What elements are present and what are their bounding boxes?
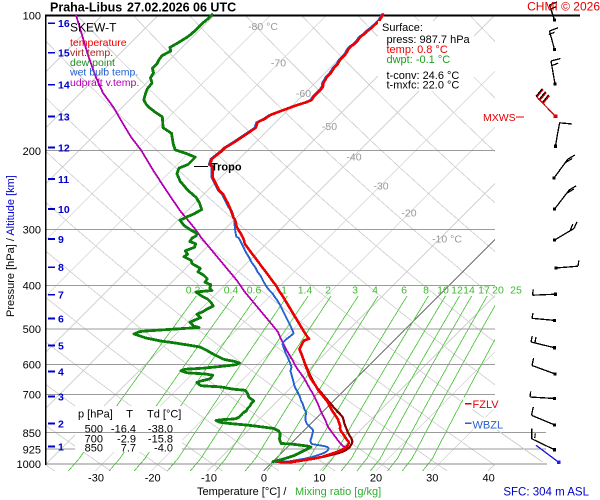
svg-text:14: 14 [58,79,70,91]
svg-text:FZLV: FZLV [473,399,500,411]
svg-text:200: 200 [23,146,41,158]
svg-text:Surface:: Surface: [382,22,423,34]
svg-text:10: 10 [437,285,449,297]
svg-text:temp: 0.8 °C: temp: 0.8 °C [387,44,448,56]
svg-text:850: 850 [23,428,41,440]
svg-text:13: 13 [58,111,70,123]
svg-text:-38.0: -38.0 [148,423,173,435]
svg-text:15: 15 [58,48,70,60]
svg-text:-60: -60 [296,88,311,100]
svg-text:Praha-Libus: Praha-Libus [50,1,122,15]
svg-text:12: 12 [451,285,463,297]
svg-text:500: 500 [85,423,103,435]
svg-text:6: 6 [401,285,407,297]
svg-text:-20: -20 [401,208,416,220]
svg-text:-15.8: -15.8 [148,433,173,445]
svg-text:dew point: dew point [70,57,115,69]
svg-text:-30: -30 [88,473,104,485]
svg-text:7: 7 [58,290,64,302]
svg-text:100: 100 [23,11,41,23]
svg-text:Tropo: Tropo [211,162,242,174]
svg-text:400: 400 [23,280,41,292]
svg-text:30: 30 [426,473,438,485]
svg-text:-30: -30 [373,181,388,193]
svg-text:-50: -50 [322,121,337,133]
svg-text:0: 0 [261,473,267,485]
svg-text:p [hPa]: p [hPa] [78,409,113,421]
svg-text:Td [°C]: Td [°C] [147,409,181,421]
svg-text:300: 300 [23,224,41,236]
svg-text:wet bulb temp.: wet bulb temp. [69,67,138,79]
svg-text:4: 4 [372,285,378,297]
svg-text:temperature: temperature [70,37,127,49]
svg-text:2: 2 [325,285,331,297]
svg-text:10: 10 [58,204,70,216]
svg-text:Temperature [°C] /: Temperature [°C] / [197,486,287,498]
svg-text:3: 3 [352,285,358,297]
svg-text:8: 8 [423,285,429,297]
svg-text:-4.0: -4.0 [154,442,173,454]
svg-text:CHMI © 2026: CHMI © 2026 [527,0,600,14]
svg-text:-10 °C: -10 °C [432,234,462,246]
svg-text:-40: -40 [346,152,361,164]
svg-text:WBZL: WBZL [473,419,504,431]
svg-text:11: 11 [58,174,69,186]
svg-text:20: 20 [370,473,382,485]
svg-text:8: 8 [58,262,64,274]
svg-text:MXWS: MXWS [483,112,516,124]
svg-text:0.4: 0.4 [224,285,239,297]
svg-text:7.7: 7.7 [121,442,136,454]
svg-text:-16.4: -16.4 [111,423,136,435]
svg-text:27.02.2026 06 UTC: 27.02.2026 06 UTC [127,1,236,15]
svg-text:SKEW-T: SKEW-T [70,21,117,35]
svg-text:1: 1 [58,441,64,453]
svg-text:t-mxfc: 22.0 °C: t-mxfc: 22.0 °C [387,79,460,91]
svg-text:600: 600 [23,359,41,371]
svg-text:12: 12 [58,142,70,154]
svg-text:16: 16 [58,18,70,30]
svg-text:6: 6 [58,313,64,325]
svg-text:-80 °C: -80 °C [248,21,278,33]
svg-text:25: 25 [510,285,522,297]
svg-text:10: 10 [313,473,325,485]
svg-text:Mixing ratio [g/kg]: Mixing ratio [g/kg] [295,486,381,498]
svg-text:-20: -20 [145,473,161,485]
svg-text:20: 20 [492,285,504,297]
svg-text:925: 925 [23,444,41,456]
svg-text:1.4: 1.4 [298,285,313,297]
svg-text:-70: -70 [271,58,286,70]
svg-text:-10: -10 [201,473,217,485]
svg-text:-2.9: -2.9 [117,433,136,445]
svg-text:1000: 1000 [17,459,41,471]
svg-text:0.6: 0.6 [247,285,262,297]
svg-text:4: 4 [58,366,64,378]
svg-text:press: 987.7 hPa: press: 987.7 hPa [387,34,471,46]
svg-text:500: 500 [23,324,41,336]
svg-text:700: 700 [85,433,103,445]
svg-text:dwpt: -0.1 °C: dwpt: -0.1 °C [387,54,451,66]
svg-text:1: 1 [281,285,287,297]
svg-text:3: 3 [58,391,64,403]
svg-text:t-conv: 24.6 °C: t-conv: 24.6 °C [387,70,460,82]
svg-text:virt.temp.: virt.temp. [70,47,113,59]
svg-text:9: 9 [58,234,64,246]
svg-text:5: 5 [58,340,64,352]
svg-text:40: 40 [482,473,494,485]
svg-text:850: 850 [85,442,103,454]
svg-text:udpraft v.temp.: udpraft v.temp. [70,77,139,89]
svg-text:17: 17 [478,285,490,297]
svg-text:2: 2 [58,418,64,430]
svg-text:700: 700 [23,389,41,401]
svg-text:SFC: 304 m ASL: SFC: 304 m ASL [503,486,589,498]
svg-text:T: T [126,409,133,421]
svg-text:14: 14 [463,285,475,297]
svg-text:Pressure [hPa] / Altitude [km]: Pressure [hPa] / Altitude [km] [5,175,17,317]
